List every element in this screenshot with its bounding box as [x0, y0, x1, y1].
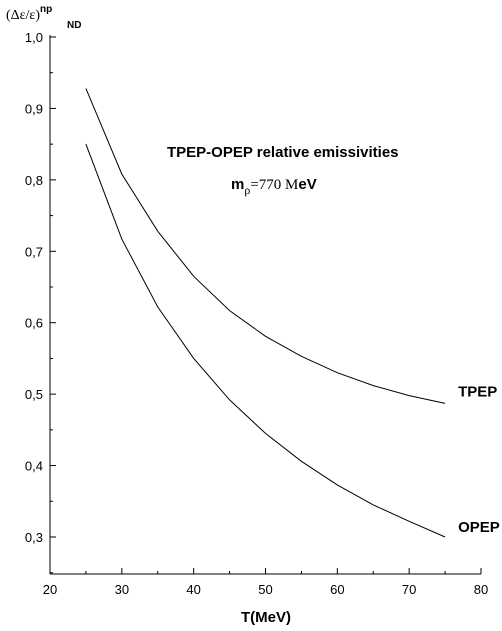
series-group: TPEP OPEP: [85, 88, 500, 538]
x-tick-label: 40: [186, 582, 200, 597]
y-tick-label: 0,6: [25, 316, 43, 331]
annotation-rho: ρ: [244, 183, 250, 197]
y-axis-label-main: (Δε/ε): [6, 8, 40, 23]
x-tick-label: 60: [330, 582, 344, 597]
annotation-unit: eV: [298, 176, 316, 193]
annotation-value: =770 M: [250, 177, 298, 193]
x-axis-title: T(MeV): [241, 609, 291, 626]
y-tick-label: 1,0: [25, 30, 43, 45]
y-axis-label: (Δε/ε)np: [6, 4, 52, 23]
chart-annotation-title: TPEP-OPEP relative emissivities: [167, 144, 399, 161]
x-tick-label: 20: [43, 582, 57, 597]
y-tick-label: 0,8: [25, 173, 43, 188]
annotation-m: m: [231, 176, 244, 193]
series-line-opep: [85, 143, 446, 538]
x-tick-label: 30: [115, 582, 129, 597]
x-tick-label: 50: [258, 582, 272, 597]
x-tick-label: 80: [474, 582, 488, 597]
y-tick-label: 0,4: [25, 459, 43, 474]
chart-annotation-mass: mρ=770 MeV: [231, 176, 317, 197]
series-label-opep: OPEP: [458, 519, 500, 536]
x-tick-label: 70: [402, 582, 416, 597]
axes: 0,3 0,4 0,5 0,6 0,7 0,8 0,9 1,0 20 30 40 50 60 70 80: [25, 30, 488, 597]
y-tick-label: 0,7: [25, 244, 43, 259]
series-line-tpep: [85, 88, 446, 404]
y-axis-label-subscript: ND: [67, 20, 81, 31]
y-tick-label: 0,5: [25, 387, 43, 402]
series-label-tpep: TPEP: [458, 383, 497, 400]
y-axis-label-superscript: np: [40, 4, 52, 15]
y-tick-label: 0,9: [25, 101, 43, 116]
y-tick-label: 0,3: [25, 530, 43, 545]
